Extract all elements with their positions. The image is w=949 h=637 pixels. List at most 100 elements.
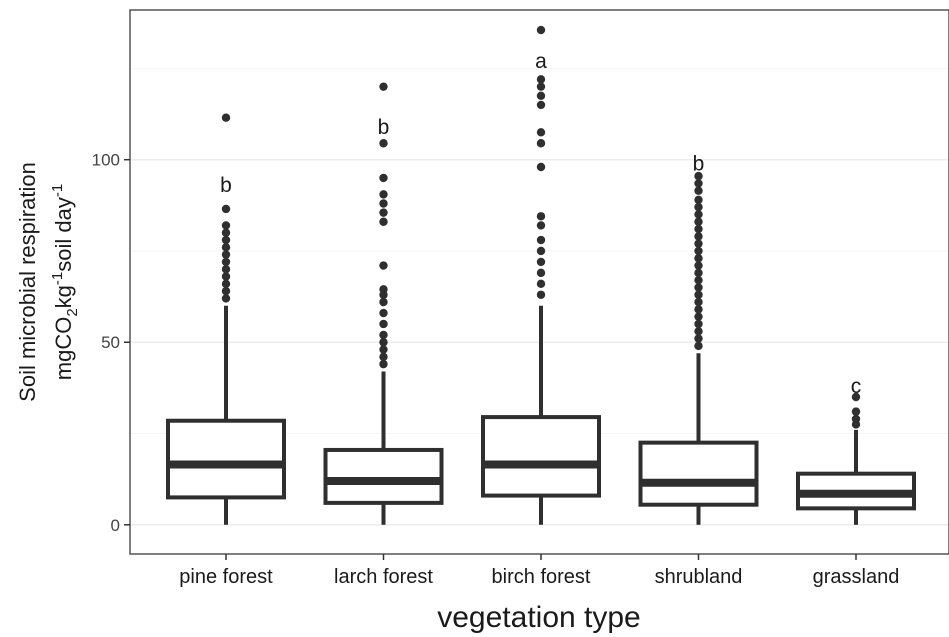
outlier-point xyxy=(379,173,388,183)
y-axis-title: Soil microbial respiration xyxy=(15,162,40,402)
outlier-point xyxy=(694,268,703,278)
outlier-point xyxy=(694,232,703,241)
x-tick-label: pine forest xyxy=(179,566,273,588)
box-birch-forest: a xyxy=(481,25,601,525)
significance-letter: a xyxy=(535,50,547,73)
outlier-point xyxy=(694,239,703,248)
outlier-point xyxy=(694,261,703,270)
outlier-point xyxy=(379,319,388,329)
outlier-point xyxy=(694,217,703,226)
outlier-point xyxy=(379,261,388,270)
outlier-point xyxy=(221,272,231,281)
outlier-point xyxy=(694,283,703,292)
outlier-point xyxy=(221,228,231,237)
significance-letter: c xyxy=(851,375,862,398)
outlier-point xyxy=(536,290,546,299)
outlier-point xyxy=(379,139,388,148)
outlier-point xyxy=(379,297,388,307)
outlier-point xyxy=(694,319,703,329)
y-axis-title-line1: Soil microbial respiration xyxy=(15,162,40,402)
x-tick-label: larch forest xyxy=(334,566,433,588)
outlier-point xyxy=(536,279,546,289)
outlier-point xyxy=(694,305,703,314)
x-tick-label: shrubland xyxy=(655,566,743,588)
boxes-layer: b b a b c xyxy=(166,25,916,525)
outlier-point xyxy=(536,257,546,267)
outlier-point xyxy=(851,407,861,416)
unit-soil-day: soil day xyxy=(51,197,76,272)
outlier-point xyxy=(221,250,231,259)
outlier-point xyxy=(694,334,703,343)
unit-mgco: mgCO xyxy=(51,317,76,381)
outlier-point xyxy=(379,190,388,199)
outlier-point xyxy=(694,195,703,205)
outlier-point xyxy=(536,91,546,100)
outlier-point xyxy=(851,392,861,402)
outlier-point xyxy=(379,217,388,226)
panel-border xyxy=(129,9,949,555)
unit-kg: kg xyxy=(51,285,76,308)
outlier-point xyxy=(221,279,231,289)
outlier-point xyxy=(221,294,231,303)
unit-sub-2: 2 xyxy=(64,308,81,316)
unit-sup-minus1: -1 xyxy=(49,272,66,285)
outlier-point xyxy=(694,341,703,351)
outlier-point xyxy=(221,221,231,230)
unit-sup-minus1-b: -1 xyxy=(49,184,66,197)
outlier-point xyxy=(694,179,703,188)
outlier-point xyxy=(221,265,231,274)
outlier-point xyxy=(379,330,388,340)
outlier-point xyxy=(221,286,231,296)
outlier-point xyxy=(536,82,546,91)
x-tick-label: grassland xyxy=(813,566,900,588)
outlier-point xyxy=(221,113,231,122)
outlier-point xyxy=(221,204,231,214)
y-tick-label: 0 xyxy=(111,516,120,535)
outlier-point xyxy=(536,139,546,148)
y-tick-label: 50 xyxy=(101,333,120,352)
y-axis-title-line2-group: mgCO2kg-1soil day-1 xyxy=(49,184,81,380)
outlier-point xyxy=(379,82,388,91)
outlier-point xyxy=(379,208,388,217)
outlier-point xyxy=(379,345,388,354)
x-axis-title: vegetation type xyxy=(437,601,640,634)
outlier-point xyxy=(536,75,546,84)
outlier-point xyxy=(379,352,388,362)
significance-letter: b xyxy=(220,174,232,197)
outlier-point xyxy=(536,246,546,256)
outlier-point xyxy=(536,100,546,110)
x-tick-label: birch forest xyxy=(492,566,591,588)
y-axis-title-line2: mgCO2kg-1soil day-1 xyxy=(49,184,81,380)
outlier-point xyxy=(221,257,231,267)
outlier-point xyxy=(694,224,703,234)
outlier-point xyxy=(379,308,388,318)
outlier-point xyxy=(851,414,861,424)
outlier-point xyxy=(221,243,231,252)
y-tick-label: 100 xyxy=(92,151,120,170)
outlier-point xyxy=(536,221,546,230)
box-shrubland: b xyxy=(638,152,759,525)
outlier-point xyxy=(694,171,703,181)
outlier-point xyxy=(536,162,546,172)
significance-letter: b xyxy=(693,152,705,175)
iqr-box xyxy=(638,440,759,507)
outlier-point xyxy=(379,199,388,208)
box-grassland: c xyxy=(796,375,916,525)
iqr-box xyxy=(323,447,444,505)
outlier-point xyxy=(536,212,546,221)
outlier-point xyxy=(694,297,703,307)
y-axis: 0 50 100 xyxy=(92,151,130,535)
outlier-point xyxy=(694,202,703,212)
outlier-point xyxy=(379,285,388,294)
outlier-point xyxy=(694,290,703,299)
outlier-point xyxy=(536,268,546,278)
outlier-point xyxy=(379,338,388,347)
outlier-point xyxy=(536,235,546,245)
outlier-point xyxy=(379,359,388,369)
significance-letter: b xyxy=(378,116,390,139)
outlier-point xyxy=(694,327,703,336)
iqr-box xyxy=(166,418,286,500)
box-pine-forest: b xyxy=(166,113,286,525)
outlier-point xyxy=(694,210,703,219)
